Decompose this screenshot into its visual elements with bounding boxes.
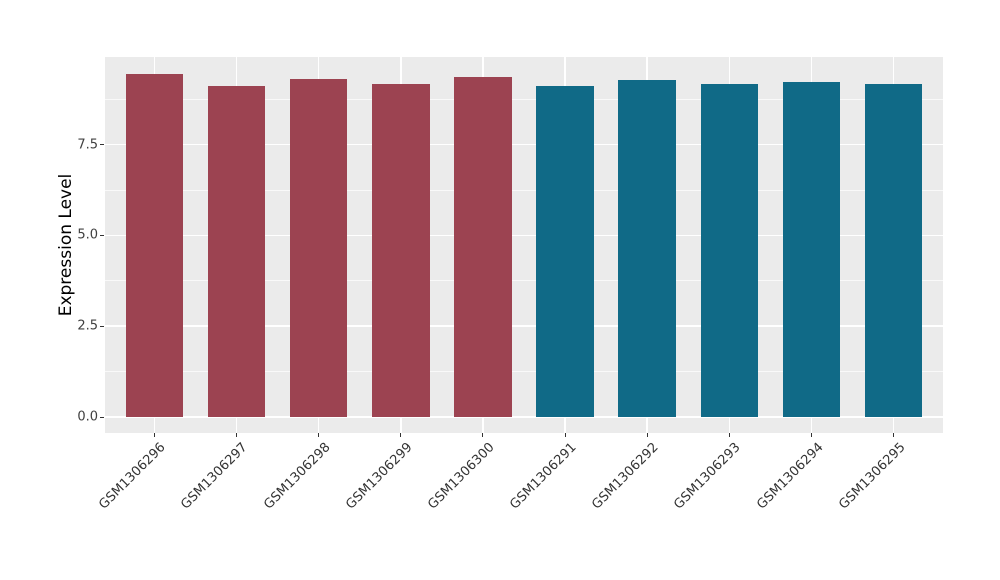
bar — [125, 74, 184, 417]
x-tick-mark — [318, 433, 320, 437]
x-tick-label: GSM1306296 — [96, 440, 169, 513]
bar — [454, 77, 512, 417]
y-tick-label: 2.5 — [77, 318, 98, 334]
x-tick-label: GSM1306293 — [671, 440, 744, 513]
bar — [782, 82, 841, 417]
x-tick-mark — [893, 433, 895, 437]
bar — [372, 83, 430, 417]
x-tick-mark — [482, 433, 484, 437]
x-tick-label: GSM1306291 — [507, 440, 580, 513]
x-tick-label: GSM1306297 — [178, 440, 252, 513]
bar — [289, 78, 348, 417]
y-tick-label: 0.0 — [77, 409, 98, 425]
y-tick-mark — [100, 325, 104, 327]
y-tick-mark — [100, 144, 104, 146]
y-tick-mark — [100, 234, 104, 236]
major-gridline-horizontal — [105, 416, 943, 418]
x-tick-label: GSM1306292 — [589, 440, 662, 513]
plot-panel — [105, 57, 943, 433]
minor-gridline-horizontal — [105, 98, 943, 100]
x-tick-mark — [235, 433, 237, 437]
minor-gridline-horizontal — [105, 371, 943, 373]
y-tick-mark — [100, 416, 104, 418]
x-tick-mark — [811, 433, 813, 437]
bar — [536, 86, 594, 417]
x-tick-label: GSM1306299 — [342, 440, 416, 513]
x-tick-mark — [728, 433, 730, 437]
bar — [700, 84, 759, 417]
x-tick-label: GSM1306294 — [753, 440, 827, 513]
bar — [207, 86, 266, 417]
y-axis-title: Expression Level — [56, 173, 76, 317]
x-tick-label: GSM1306300 — [425, 440, 498, 513]
x-tick-label: GSM1306298 — [260, 440, 334, 513]
bar — [618, 79, 676, 417]
major-gridline-horizontal — [105, 325, 943, 327]
x-tick-mark — [400, 433, 402, 437]
major-gridline-horizontal — [105, 143, 943, 146]
minor-gridline-horizontal — [105, 189, 943, 191]
x-tick-mark — [564, 433, 566, 437]
x-tick-mark — [153, 433, 155, 437]
y-tick-label: 7.5 — [77, 137, 98, 153]
minor-gridline-horizontal — [105, 280, 943, 282]
major-gridline-horizontal — [105, 234, 943, 237]
bar — [864, 83, 923, 417]
x-tick-label: GSM1306295 — [835, 440, 909, 513]
y-tick-label: 5.0 — [77, 227, 98, 243]
x-tick-mark — [646, 433, 648, 437]
